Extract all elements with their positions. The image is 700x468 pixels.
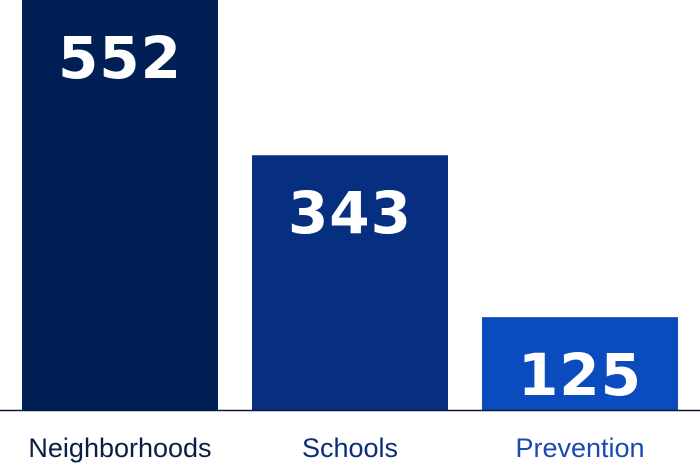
bar-prevention	[482, 317, 678, 410]
category-label-neighborhoods: Neighborhoods	[28, 433, 211, 463]
value-labels-group: 552 343 125	[58, 24, 642, 409]
bars-group	[22, 0, 678, 410]
category-labels-group: Neighborhoods Schools Prevention	[28, 433, 644, 463]
value-label-neighborhoods: 552	[58, 24, 182, 92]
category-label-prevention: Prevention	[515, 433, 644, 463]
bar-schools	[252, 155, 448, 410]
value-label-schools: 343	[288, 179, 412, 247]
bar-neighborhoods	[22, 0, 218, 410]
category-label-schools: Schools	[302, 433, 398, 463]
value-label-prevention: 125	[518, 341, 642, 409]
